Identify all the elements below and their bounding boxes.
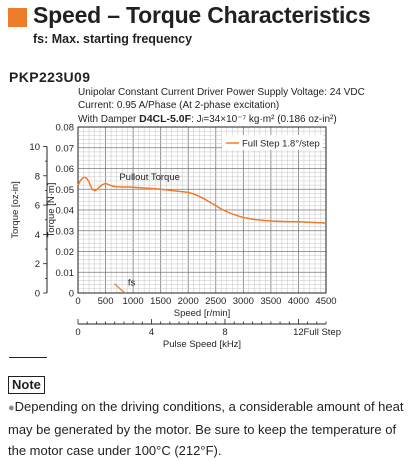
- secondary-y-tick-label: 8: [35, 171, 40, 182]
- secondary-x-axis-title: Pulse Speed [kHz]: [163, 339, 241, 350]
- fs-marker-line: [113, 283, 126, 294]
- plot-frame: [77, 126, 327, 294]
- y-tick-label: 0.08: [56, 123, 75, 134]
- model-name: PKP223U09: [9, 69, 91, 85]
- secondary-y-tick-label: 10: [29, 142, 40, 153]
- secondary-x-mode-label: Full Step: [304, 327, 342, 338]
- bullet-icon: ●: [8, 402, 15, 414]
- y-tick-label: 0.05: [56, 185, 75, 196]
- x-tick-label: 500: [98, 296, 114, 307]
- x-tick-label: 3500: [260, 296, 281, 307]
- legend-label: Full Step 1.8°/step: [242, 139, 320, 150]
- page-title: Speed – Torque Characteristics: [33, 2, 371, 28]
- x-tick-label: 2000: [178, 296, 199, 307]
- y-axis-title: Torque [N·m]: [46, 183, 57, 238]
- x-tick-label: 4000: [288, 296, 309, 307]
- y-tick-label: 0.01: [56, 268, 75, 279]
- y-tick-label: 0.07: [56, 143, 75, 154]
- legend-box: [222, 135, 323, 150]
- pullout-torque-annotation: Pullout Torque: [119, 172, 180, 183]
- secondary-y-tick-label: 4: [35, 230, 40, 241]
- y-tick-label: 0.02: [56, 247, 75, 258]
- conditions-line-1: Unipolar Constant Current Driver Power S…: [78, 87, 365, 98]
- y-tick-label: 0.03: [56, 226, 75, 237]
- y-tick-label: 0.06: [56, 164, 75, 175]
- note-label: Note: [8, 376, 45, 394]
- conditions-line-2: Current: 0.95 A/Phase (At 2-phase excita…: [78, 100, 280, 111]
- x-tick-label: 2500: [205, 296, 226, 307]
- secondary-y-axis-title: Torque [oz-in]: [10, 181, 21, 239]
- speed-torque-chart: 0 0.01 0.02 0.03 0.04 0.05 0.06 0.07 0.08 0 2 4 6 8 10…: [10, 123, 342, 351]
- divider-rule: [9, 357, 47, 358]
- conditions-damper-label: With Damper: [78, 114, 140, 125]
- secondary-x-tick-label: 4: [149, 327, 154, 338]
- secondary-y-tick-label: 6: [35, 201, 40, 212]
- x-tick-label: 0: [75, 296, 80, 307]
- x-tick-label: 3000: [233, 296, 254, 307]
- x-tick-label: 1500: [150, 296, 171, 307]
- y-tick-label: 0: [69, 289, 74, 300]
- conditions-damper-inertia: : Jₗ=34×10⁻⁷ kg·m² (0.186 oz-in²): [191, 114, 337, 125]
- torque-curve-line: [77, 176, 327, 224]
- header-accent-square: [8, 8, 27, 27]
- x-tick-label: 1000: [123, 296, 144, 307]
- x-axis-title: Speed [r/min]: [174, 308, 231, 319]
- secondary-x-tick-label: 12: [293, 327, 304, 338]
- x-tick-label: 4500: [315, 296, 336, 307]
- note-body: Depending on the driving conditions, a c…: [8, 399, 404, 458]
- note-text: ●Depending on the driving conditions, a …: [8, 396, 404, 461]
- fs-annotation: fs: [128, 278, 136, 289]
- secondary-x-tick-label: 8: [222, 327, 227, 338]
- secondary-y-tick-label: 0: [35, 289, 40, 300]
- conditions-damper-model: D4CL-5.0F: [139, 113, 192, 125]
- y-tick-label: 0.04: [56, 206, 75, 217]
- conditions-line-3: With Damper D4CL-5.0F: Jₗ=34×10⁻⁷ kg·m² …: [78, 113, 337, 125]
- page-subtitle: fs: Max. starting frequency: [33, 32, 193, 46]
- secondary-x-tick-label: 0: [75, 327, 80, 338]
- secondary-y-tick-label: 2: [35, 259, 40, 270]
